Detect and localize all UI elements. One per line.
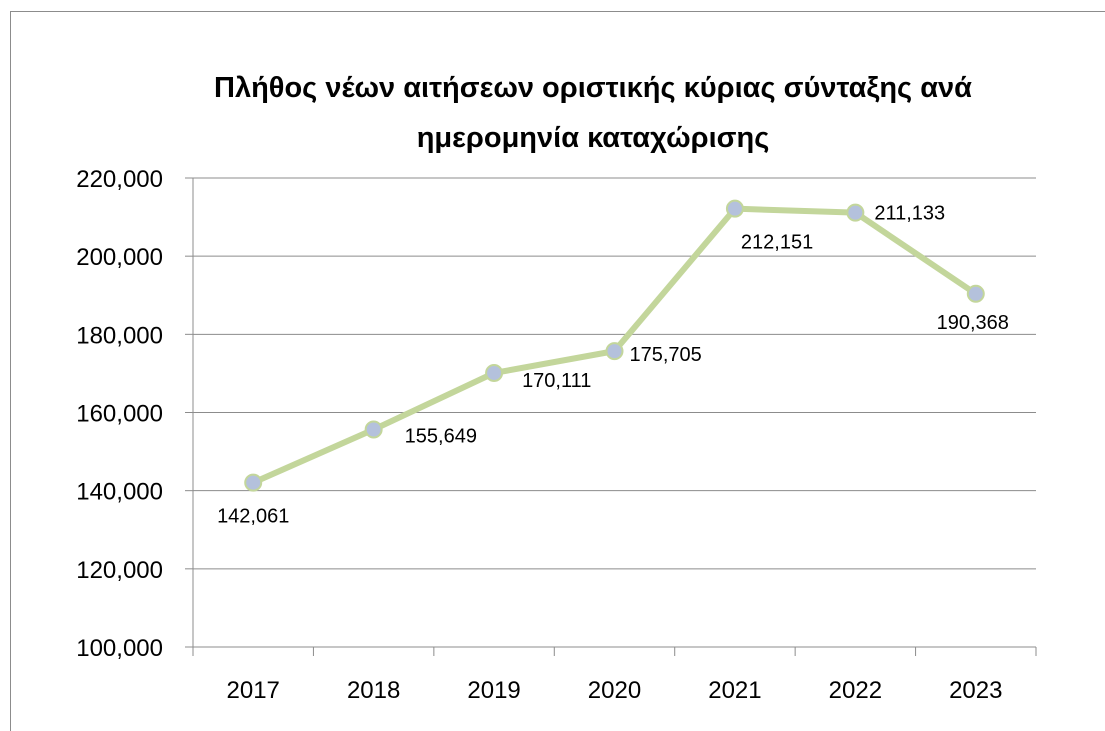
x-tick-label: 2023 bbox=[949, 677, 1002, 704]
x-tick-label: 2019 bbox=[467, 677, 520, 704]
data-label: 142,061 bbox=[217, 506, 289, 528]
data-point-marker bbox=[725, 199, 744, 218]
y-tick-label: 200,000 bbox=[76, 244, 163, 271]
axes bbox=[185, 177, 1037, 656]
x-axis-tick-labels: 2017 2018 2019 2020 2021 2022 2023 bbox=[227, 677, 1003, 704]
x-tick-label: 2017 bbox=[227, 677, 280, 704]
data-point-marker bbox=[364, 420, 383, 439]
x-tick-label: 2020 bbox=[588, 677, 641, 704]
data-point-marker bbox=[244, 473, 263, 492]
data-label: 175,705 bbox=[630, 344, 702, 366]
chart-title-line-2: ημερομηνία καταχώρισης bbox=[417, 122, 770, 154]
x-tick-label: 2018 bbox=[347, 677, 400, 704]
y-tick-label: 120,000 bbox=[76, 557, 163, 584]
x-tick-label: 2022 bbox=[829, 677, 882, 704]
y-tick-label: 180,000 bbox=[76, 322, 163, 349]
y-axis-tick-labels: 100,000 120,000 140,000 160,000 180,000 200,0… bbox=[76, 166, 163, 662]
x-tick-label: 2021 bbox=[708, 677, 761, 704]
y-tick-label: 160,000 bbox=[76, 401, 163, 428]
data-label: 211,133 bbox=[874, 203, 945, 225]
data-point-marker bbox=[485, 363, 504, 382]
data-label: 155,649 bbox=[405, 426, 477, 448]
frame-left-border bbox=[10, 11, 11, 731]
y-tick-label: 140,000 bbox=[76, 479, 163, 506]
chart-title: Πλήθος νέων αιτήσεων οριστικής κύριας σύ… bbox=[214, 72, 972, 154]
data-label: 190,368 bbox=[937, 312, 1009, 334]
data-label: 170,111 bbox=[522, 370, 591, 392]
frame-top-border bbox=[10, 11, 1105, 12]
series-markers bbox=[244, 199, 985, 492]
chart-title-line-1: Πλήθος νέων αιτήσεων οριστικής κύριας σύ… bbox=[214, 72, 972, 104]
data-labels: 142,061 155,649 170,111 175,705 212,151 211,1… bbox=[217, 203, 1009, 528]
y-tick-label: 220,000 bbox=[76, 166, 163, 193]
y-tick-label: 100,000 bbox=[76, 635, 163, 662]
gridlines bbox=[193, 177, 1036, 570]
data-point-marker bbox=[846, 203, 865, 222]
data-label: 212,151 bbox=[741, 232, 813, 254]
data-point-marker bbox=[966, 284, 985, 303]
data-point-marker bbox=[605, 342, 624, 361]
